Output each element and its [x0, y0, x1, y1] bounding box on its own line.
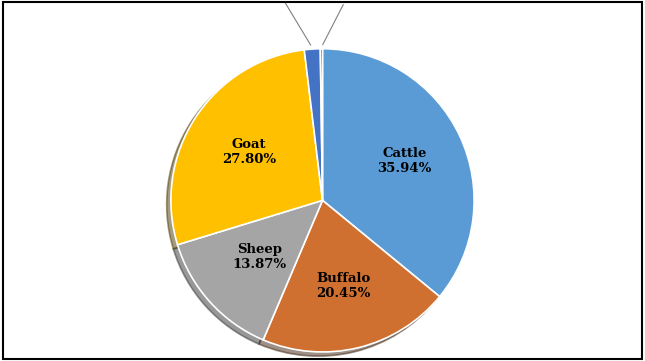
Wedge shape [304, 49, 322, 200]
Wedge shape [171, 50, 322, 245]
Wedge shape [263, 200, 440, 352]
Text: Goat
27.80%: Goat 27.80% [222, 138, 276, 166]
Text: Sheep
13.87%: Sheep 13.87% [232, 243, 286, 271]
Text: Buffalo
20.45%: Buffalo 20.45% [316, 272, 371, 300]
Wedge shape [321, 49, 322, 200]
Text: Others
0.23%: Others 0.23% [322, 0, 378, 45]
Text: Cattle
35.94%: Cattle 35.94% [377, 148, 432, 175]
Wedge shape [177, 200, 322, 340]
Wedge shape [322, 49, 474, 297]
Text: Pig
1.69%: Pig 1.69% [252, 0, 311, 45]
